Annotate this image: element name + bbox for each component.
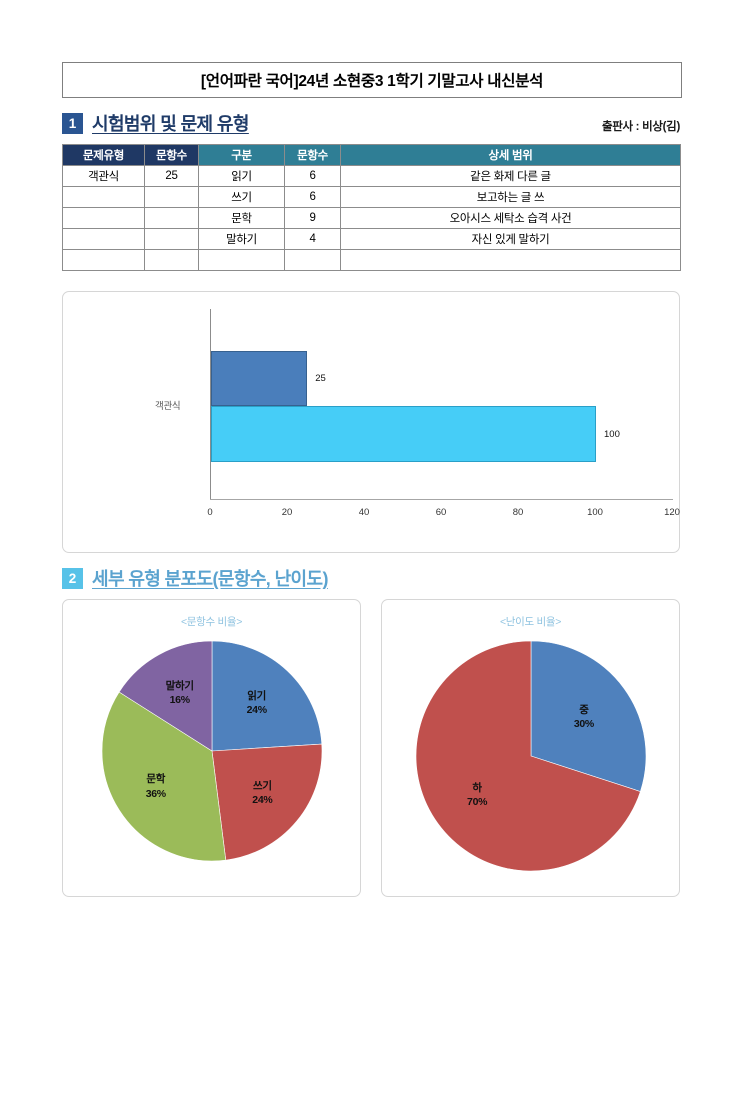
document-title-box: [언어파란 국어]24년 소현중3 1학기 기말고사 내신분석 (62, 62, 682, 98)
pie-slice-percent: 70% (467, 795, 488, 808)
table-row: 문학 9 오아시스 세탁소 습격 사건 (62, 207, 681, 229)
pie-slice-name: 문학 (146, 773, 166, 786)
table-row (62, 249, 681, 271)
cell-question-type (62, 186, 145, 208)
cell-subcount (284, 249, 341, 271)
publisher-label: 출판사 : 비상(김) (601, 121, 680, 133)
section-1-title: 시험범위 및 문제 유형 (92, 114, 249, 134)
cell-division: 읽기 (198, 165, 285, 187)
section-1-number-badge: 1 (62, 112, 83, 134)
pie-slice-name: 읽기 (247, 689, 267, 702)
x-axis-tick: 0 (207, 507, 213, 518)
pie-slice-label: 쓰기 24% (252, 779, 272, 807)
col-header-question-type: 문제유형 (62, 144, 145, 166)
cell-detail-range: 보고하는 글 쓰 (340, 186, 681, 208)
cell-detail-range: 같은 화제 다른 글 (340, 165, 681, 187)
pie-slice-name: 중 (579, 704, 589, 717)
pie-slice (101, 691, 226, 862)
pie-slice-percent: 16% (169, 694, 190, 707)
pie-slice-name: 쓰기 (252, 779, 272, 792)
pie-slice (415, 640, 641, 872)
cell-division (198, 249, 285, 271)
bar-chart-card: 객관식 25 100 0 20 40 60 80 100 120 (62, 291, 680, 553)
cell-question-count (144, 228, 199, 250)
x-axis-tick: 100 (587, 507, 603, 518)
cell-question-count: 25 (144, 165, 199, 187)
col-header-subcount: 문항수 (284, 144, 341, 166)
y-axis-line (210, 309, 211, 499)
bar-chart-plot-area: 객관식 25 100 0 20 40 60 80 100 120 (63, 292, 680, 552)
pie-slice-percent: 24% (252, 794, 273, 807)
pie-chart-title: <난이도 비율> (499, 616, 562, 628)
pie-slice (530, 640, 646, 792)
x-axis-line (210, 499, 673, 500)
table-row: 객관식 25 읽기 6 같은 화제 다른 글 (62, 165, 681, 187)
document-page: [언어파란 국어]24년 소현중3 1학기 기말고사 내신분석 1 시험범위 및… (0, 62, 743, 1113)
pie-chart-title: <문항수 비율> (180, 616, 243, 628)
cell-question-count (144, 249, 199, 271)
x-axis-tick: 80 (512, 507, 524, 518)
pie-slice-label: 말하기 16% (166, 679, 194, 707)
exam-range-table: 문제유형 문항수 구분 문항수 상세 범위 객관식 25 읽기 6 같은 화제 … (62, 144, 681, 271)
cell-question-type (62, 228, 145, 250)
cell-subcount: 6 (284, 165, 341, 187)
bar-category-label: 객관식 (155, 401, 181, 412)
pie-slice-label: 하 70% (467, 781, 487, 809)
cell-detail-range (340, 249, 681, 271)
pie-slice-percent: 36% (145, 787, 166, 800)
pie-slice-name: 하 (472, 781, 482, 794)
pie-slice (211, 743, 322, 861)
document-title: [언어파란 국어]24년 소현중3 1학기 기말고사 내신분석 (200, 73, 544, 90)
cell-subcount: 9 (284, 207, 341, 229)
pie-slice (211, 640, 322, 752)
difficulty-pie: 중 30% 하 70% (415, 640, 647, 877)
bar-value-label-1: 25 (315, 373, 326, 384)
pie-slice-percent: 30% (573, 718, 594, 731)
x-axis-tick: 40 (358, 507, 370, 518)
pie-slice-label: 문학 36% (146, 772, 166, 800)
cell-division: 말하기 (198, 228, 285, 250)
x-axis-tick: 20 (281, 507, 293, 518)
cell-division: 문학 (198, 207, 285, 229)
table-header-row: 문제유형 문항수 구분 문항수 상세 범위 (62, 144, 681, 166)
col-header-detail-range: 상세 범위 (340, 144, 681, 166)
pie-slice-label: 중 30% (574, 703, 594, 731)
pie-slice-percent: 24% (246, 703, 267, 716)
bar-series-2 (211, 406, 596, 462)
section-2-number-badge: 2 (62, 567, 83, 589)
cell-detail-range: 자신 있게 말하기 (340, 228, 681, 250)
x-axis-tick: 60 (435, 507, 447, 518)
pie-slice (118, 640, 212, 752)
cell-question-type (62, 207, 145, 229)
question-count-pie: 읽기 24% 쓰기 24% 문학 36% 말하기 16% (101, 640, 323, 867)
cell-question-type: 객관식 (62, 165, 145, 187)
col-header-division: 구분 (198, 144, 285, 166)
pie-slice-label: 읽기 24% (247, 689, 267, 717)
bar-series-1 (211, 351, 308, 406)
pie-left-svg (101, 640, 322, 862)
difficulty-pie-card: <난이도 비율> 중 30% 하 70% (381, 599, 680, 897)
table-row: 쓰기 6 보고하는 글 쓰 (62, 186, 681, 208)
pie-slice-name: 말하기 (165, 679, 194, 692)
bar-value-label-2: 100 (604, 429, 620, 440)
section-2-title: 세부 유형 분포도(문항수, 난이도) (92, 569, 328, 589)
col-header-question-count: 문항수 (144, 144, 199, 166)
cell-division: 쓰기 (198, 186, 285, 208)
cell-question-count (144, 207, 199, 229)
cell-subcount: 6 (284, 186, 341, 208)
section-2-header: 2 세부 유형 분포도(문항수, 난이도) (62, 565, 680, 591)
section-1-header: 1 시험범위 및 문제 유형 출판사 : 비상(김) (62, 110, 680, 136)
cell-detail-range: 오아시스 세탁소 습격 사건 (340, 207, 681, 229)
question-count-pie-card: <문항수 비율> 읽기 24% 쓰기 24% 문학 36% 말하기 16% (62, 599, 361, 897)
pie-charts-row: <문항수 비율> 읽기 24% 쓰기 24% 문학 36% 말하기 16% <난이도 비율> … (62, 599, 680, 897)
cell-question-type (62, 249, 145, 271)
table-row: 말하기 4 자신 있게 말하기 (62, 228, 681, 250)
cell-subcount: 4 (284, 228, 341, 250)
pie-right-svg (415, 640, 646, 872)
cell-question-count (144, 186, 199, 208)
x-axis-tick: 120 (664, 507, 680, 518)
